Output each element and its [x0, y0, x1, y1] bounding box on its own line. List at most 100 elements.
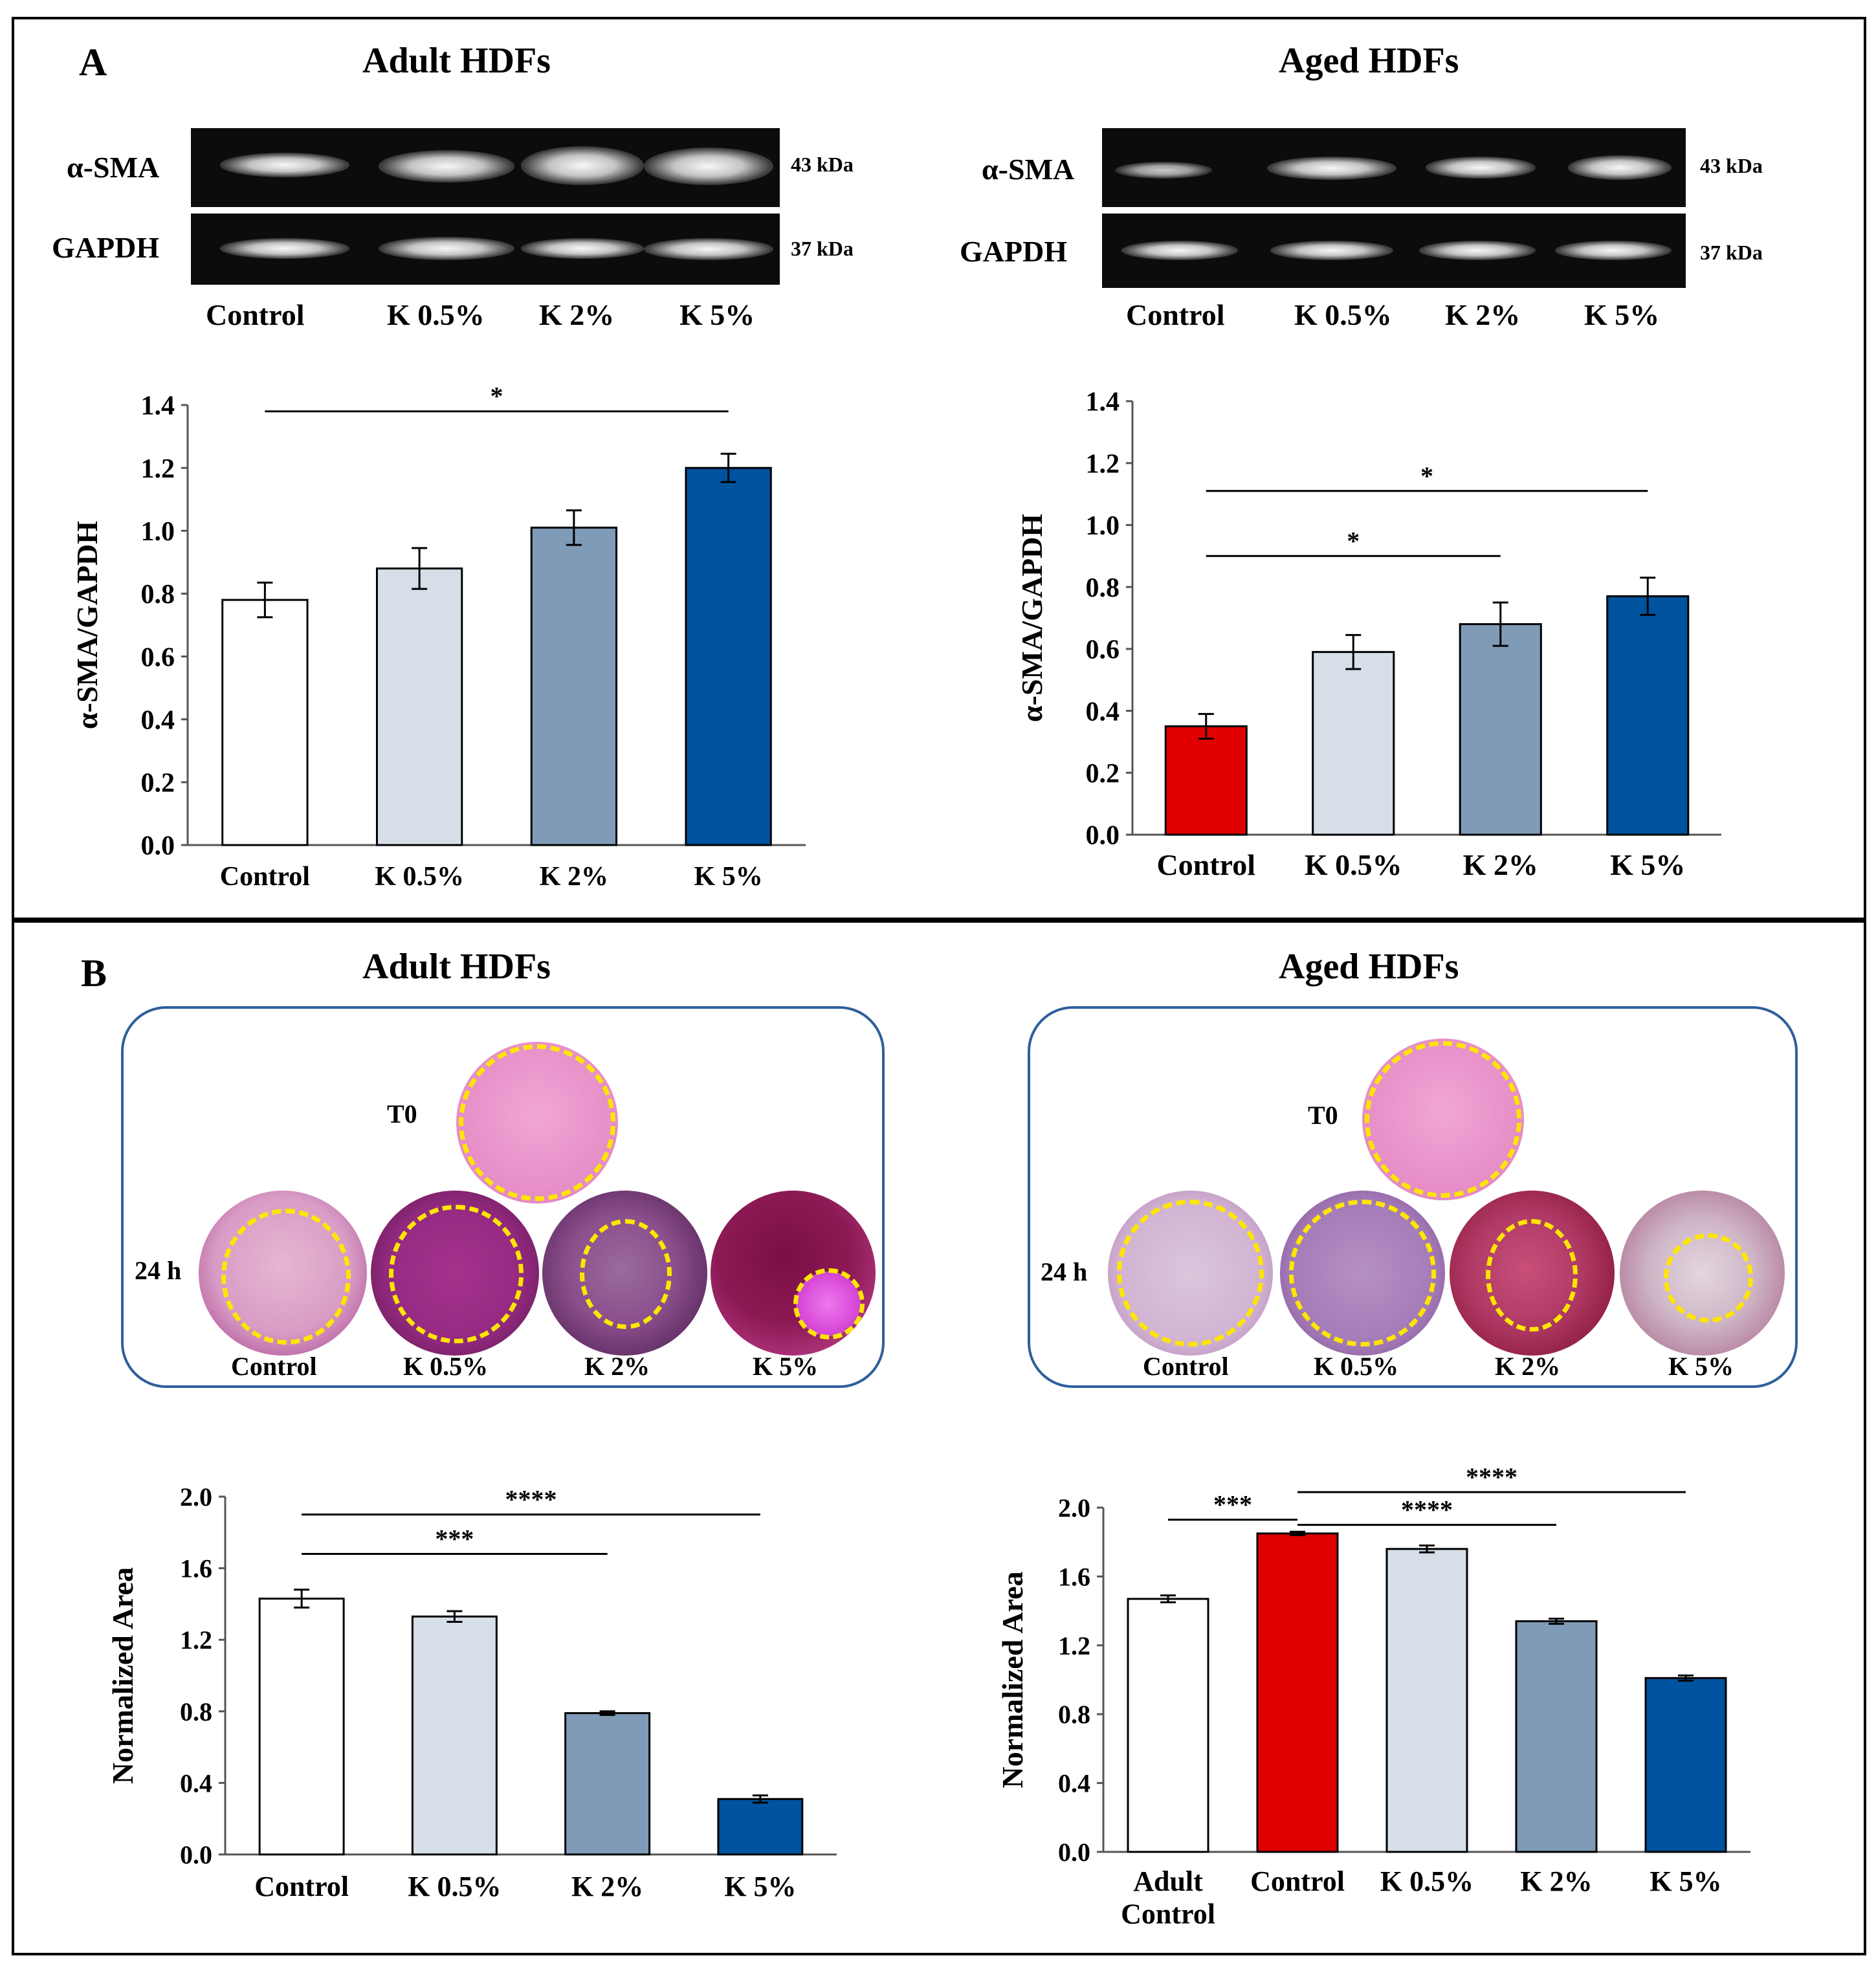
bar: [564, 1712, 651, 1856]
x-tick-label-line: K 0.5%: [1380, 1865, 1473, 1897]
blot-row-label-asma-aged: α-SMA: [982, 153, 1075, 186]
y-tick-label: 0.4: [1086, 697, 1120, 727]
bar: [221, 599, 309, 846]
x-tick-label: K 5%: [694, 862, 763, 892]
lane-label: K 0.5%: [1294, 298, 1392, 331]
x-tick-label: K 2%: [571, 1871, 643, 1902]
dish-ring: [793, 1268, 865, 1339]
y-axis-label: α-SMA/GAPDH: [1015, 514, 1048, 722]
blot-adult-gapdh: [191, 214, 780, 285]
blot-aged-gapdh: [1102, 214, 1686, 288]
bar: [1606, 595, 1690, 836]
lane-label: Control: [1126, 298, 1225, 331]
x-tick-label-line: K 5%: [1650, 1865, 1721, 1897]
significance-label: ****: [1401, 1495, 1453, 1524]
dish-aged-adult-control: [1108, 1191, 1273, 1356]
y-axis-label: Normalized Area: [996, 1571, 1029, 1788]
dish-panel-aged: [1028, 1006, 1798, 1388]
dish-label: Control: [1143, 1352, 1229, 1381]
x-tick-label: Control: [1157, 848, 1256, 881]
bar: [1459, 623, 1542, 836]
t0-label: T0: [387, 1099, 417, 1128]
dish-aged-k2: [1450, 1191, 1615, 1356]
bar: [1312, 651, 1395, 836]
x-tick-label: K 2%: [1520, 1865, 1592, 1897]
dish-adult-k2: [542, 1191, 707, 1356]
x-tick-label: K 2%: [540, 862, 608, 892]
x-tick-label: K 2%: [1463, 848, 1538, 881]
x-tick-label: Control: [220, 862, 310, 892]
panel-b-left-title: Adult HDFs: [362, 947, 551, 987]
lane-label: K 5%: [679, 298, 755, 331]
panel-a-left-title: Adult HDFs: [362, 41, 551, 81]
lane-label: K 2%: [1445, 298, 1521, 331]
blot-row-label-gapdh-aged: GAPDH: [960, 235, 1068, 268]
x-tick-label: Control: [1250, 1865, 1345, 1897]
chart-b-adult: 0.0 0.4 0.8 1.2 1.6 2.0 Normalized Area Control…: [106, 1482, 837, 1902]
bar: [258, 1598, 345, 1856]
x-tick-label: K 0.5%: [375, 862, 464, 892]
x-tick-label-line: K 5%: [694, 862, 763, 892]
dish-ring: [1117, 1200, 1264, 1347]
band: [379, 237, 514, 260]
dish-ring: [1365, 1041, 1521, 1198]
band: [1267, 157, 1396, 180]
panel-b-right-title: Aged HDFs: [1279, 947, 1459, 987]
y-tick-label: 0.2: [141, 769, 175, 798]
lane-label: Control: [206, 298, 305, 331]
blot-row-label-gapdh: GAPDH: [52, 231, 160, 264]
x-tick-label: K 5%: [1610, 848, 1685, 881]
y-axis-label: α-SMA/GAPDH: [71, 521, 104, 729]
y-tick-label: 1.6: [180, 1554, 212, 1583]
dish-ring: [1664, 1233, 1753, 1323]
bar: [1515, 1620, 1598, 1853]
kda-43-aged: 43 kDa: [1700, 154, 1763, 177]
bar: [411, 1615, 498, 1856]
bar: [530, 526, 618, 846]
dish-label: K 2%: [584, 1352, 650, 1381]
kda-37-aged: 37 kDa: [1700, 241, 1763, 264]
x-tick-label-line: K 2%: [571, 1871, 643, 1902]
x-tick-label: Control: [254, 1871, 349, 1902]
dish-label: Control: [231, 1352, 317, 1381]
dish-ring: [459, 1044, 615, 1201]
x-tick-label-line: K 2%: [540, 862, 608, 892]
significance-label: ****: [505, 1485, 557, 1514]
bar: [375, 567, 463, 846]
band: [1568, 155, 1672, 180]
y-tick-label: 0.2: [1086, 759, 1120, 789]
x-tick-label: K 5%: [1650, 1865, 1721, 1897]
band: [1121, 241, 1238, 260]
x-tick-label: Adult Control: [1121, 1865, 1215, 1930]
dish-ring: [580, 1219, 672, 1329]
y-tick-label: 1.0: [1086, 511, 1120, 541]
dish-ring: [1289, 1200, 1436, 1347]
band: [1426, 157, 1536, 179]
x-tick-label-line: K 0.5%: [1305, 848, 1402, 881]
lane-label: K 0.5%: [387, 298, 485, 331]
bar: [1385, 1548, 1468, 1853]
band: [521, 238, 644, 259]
x-tick-label-line: Control: [1121, 1898, 1215, 1930]
y-tick-label: 1.2: [180, 1625, 212, 1655]
x-tick-label: K 5%: [724, 1871, 796, 1902]
y-tick-label: 0.0: [1058, 1838, 1090, 1867]
y-tick-label: 0.4: [1058, 1769, 1090, 1798]
dish-panel-adult: [121, 1006, 885, 1388]
band: [1115, 162, 1212, 179]
dish-label: K 0.5%: [1314, 1352, 1399, 1381]
band: [220, 153, 349, 177]
panel-b-letter: B: [81, 952, 107, 995]
significance-label: ****: [1466, 1462, 1517, 1491]
bar: [1256, 1532, 1339, 1853]
band: [1419, 241, 1536, 260]
band: [1555, 241, 1672, 260]
x-tick-label-line: Control: [1157, 848, 1256, 881]
dish-label: K 5%: [753, 1352, 819, 1381]
bar: [685, 467, 772, 846]
y-tick-label: 1.2: [1086, 449, 1120, 479]
dish-adult-k5: [711, 1191, 876, 1356]
lane-label: K 2%: [539, 298, 615, 331]
y-tick-label: 1.4: [1086, 388, 1120, 417]
